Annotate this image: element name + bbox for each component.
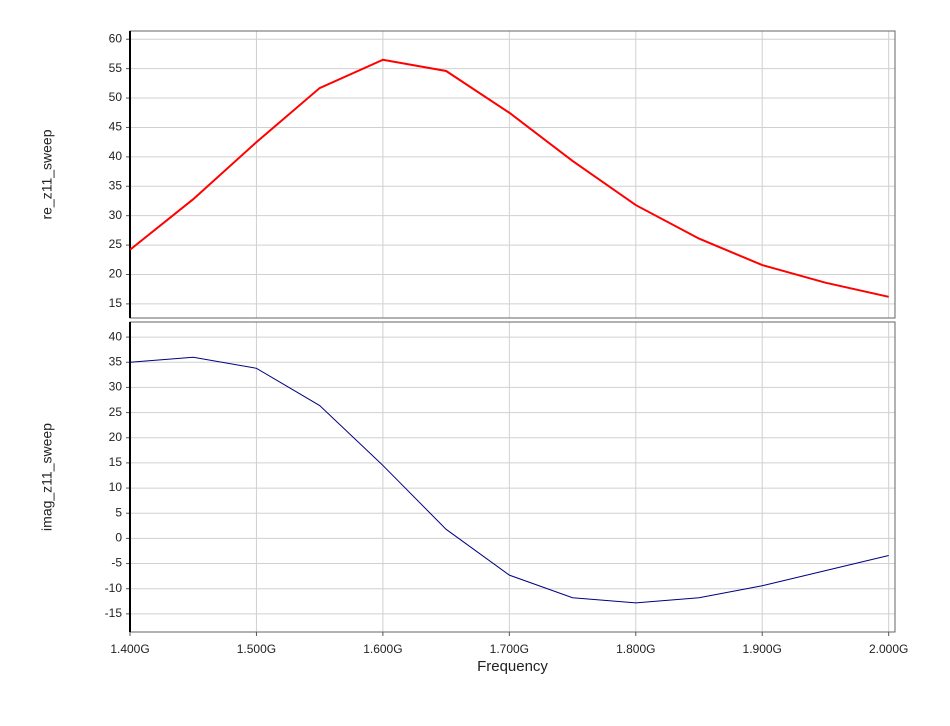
y-tick-label: -5	[111, 556, 122, 570]
y-tick-label: 40	[109, 329, 123, 343]
x-tick-label: 1.400G	[110, 642, 149, 656]
y-tick-label: 40	[109, 149, 123, 163]
y-tick-label: 20	[109, 430, 123, 444]
y-tick-label: 15	[109, 296, 123, 310]
y-tick-label: 5	[115, 505, 122, 519]
y-axis-label: re_z11_sweep	[39, 129, 55, 219]
y-tick-label: 10	[109, 480, 123, 494]
x-tick-label: 1.800G	[616, 642, 655, 656]
y-tick-label: 20	[109, 267, 123, 281]
y-tick-label: 35	[109, 354, 123, 368]
y-tick-label: 50	[109, 90, 123, 104]
y-tick-label: 25	[109, 405, 123, 419]
data-line	[129, 58, 889, 298]
y-tick-label: 55	[109, 61, 123, 75]
y-tick-label: -10	[105, 581, 123, 595]
y-tick-label: -15	[105, 606, 123, 620]
y-tick-label: 30	[109, 380, 123, 394]
data-line	[129, 356, 889, 604]
x-tick-label: 1.700G	[490, 642, 529, 656]
y-axis-label: imag_z11_sweep	[39, 423, 55, 531]
x-axis-label: Frequency	[477, 658, 548, 675]
x-tick-label: 1.500G	[237, 642, 276, 656]
y-tick-label: 30	[109, 208, 123, 222]
x-tick-label: 2.000G	[869, 642, 908, 656]
x-tick-label: 1.600G	[363, 642, 402, 656]
x-tick-label: 1.900G	[743, 642, 782, 656]
y-tick-label: 35	[109, 178, 123, 192]
y-tick-label: 25	[109, 237, 123, 251]
y-tick-label: 0	[115, 531, 122, 545]
y-tick-label: 60	[109, 31, 123, 45]
y-tick-label: 45	[109, 120, 123, 134]
y-tick-label: 15	[109, 455, 123, 469]
